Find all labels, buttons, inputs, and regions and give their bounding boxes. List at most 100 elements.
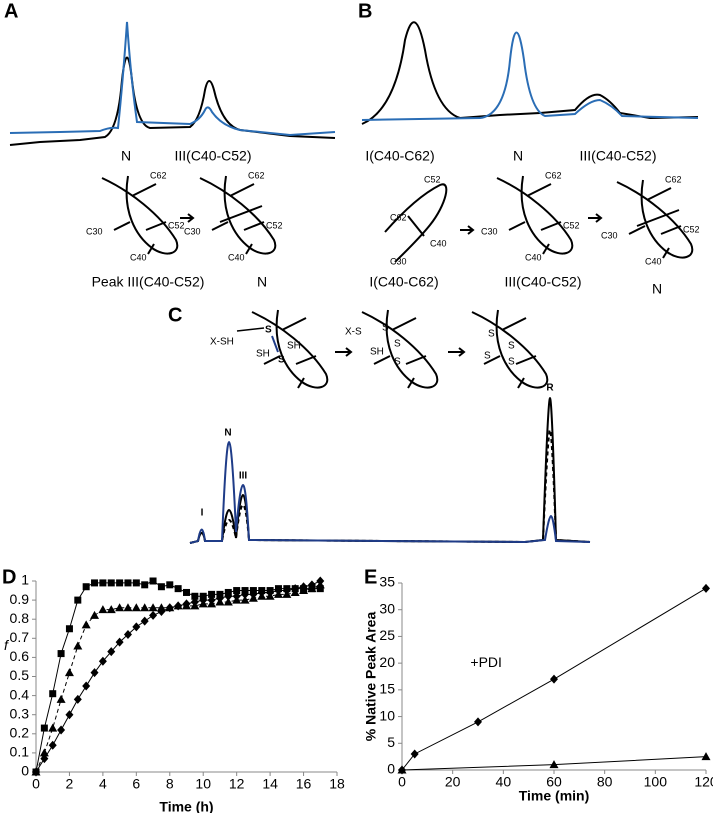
y-tick-label: 15 [379, 681, 395, 697]
marker [64, 668, 74, 677]
marker [701, 752, 711, 761]
trace [189, 440, 591, 544]
schematic-label: SH [256, 349, 270, 360]
marker [190, 597, 199, 607]
arrow [236, 327, 265, 332]
marker [90, 668, 99, 678]
cys-label: C30 [481, 226, 498, 236]
marker [165, 603, 174, 613]
marker [107, 647, 116, 657]
marker [397, 765, 407, 774]
schematic-label: SH [370, 347, 384, 358]
marker [91, 579, 99, 587]
arrow [180, 213, 195, 223]
marker [116, 579, 124, 587]
bond [407, 215, 425, 237]
marker [40, 724, 48, 732]
peak-label: I [201, 508, 204, 519]
peak-label: N [513, 148, 523, 164]
arrow [460, 225, 475, 235]
y-tick-label: 10 [379, 707, 395, 723]
marker [49, 690, 57, 698]
marker [99, 579, 107, 587]
disulfide-diagram [496, 175, 574, 255]
cys-label: C30 [390, 256, 407, 266]
marker [106, 605, 116, 614]
marker [223, 597, 233, 606]
marker [140, 616, 149, 626]
marker [149, 610, 158, 620]
x-tick-label: 120 [694, 774, 713, 790]
y-tick-label: 0.1 [10, 744, 30, 760]
cys-label: C52 [168, 220, 185, 230]
marker [65, 625, 73, 633]
y-tick-label: 0.8 [10, 610, 30, 626]
trace [189, 396, 591, 544]
cys-label: C30 [601, 230, 618, 240]
schematic-label: SH [287, 341, 301, 352]
marker [266, 587, 275, 597]
schematic-label: X-SH [210, 337, 234, 348]
y-tick-label: 20 [379, 654, 395, 670]
arrow [335, 347, 353, 357]
peak-label: N [121, 148, 131, 164]
x-axis-title: Time (h) [159, 799, 213, 813]
marker [207, 595, 216, 605]
trace [361, 21, 699, 125]
marker [123, 603, 133, 612]
marker [274, 586, 283, 596]
bond [271, 335, 279, 353]
marker [57, 725, 66, 735]
marker [74, 596, 82, 604]
cys-label: C40 [228, 252, 245, 262]
y-tick-label: 35 [379, 574, 395, 590]
cys-label: C40 [645, 256, 662, 266]
marker [73, 641, 83, 650]
trace [361, 31, 699, 121]
marker [257, 587, 266, 597]
marker [48, 723, 58, 732]
x-tick-label: 4 [99, 776, 107, 792]
marker [141, 581, 149, 589]
marker [240, 595, 250, 604]
cys-label: C62 [150, 170, 167, 180]
marker [550, 674, 558, 684]
marker [307, 580, 316, 590]
cys-label: C62 [390, 212, 407, 222]
marker [98, 605, 108, 614]
x-tick-label: 60 [546, 774, 562, 790]
peak-label: I(C40-C62) [365, 148, 434, 164]
marker [140, 603, 150, 612]
marker [316, 576, 325, 586]
marker [224, 591, 233, 601]
caption: I(C40-C62) [369, 274, 438, 290]
marker [157, 607, 166, 617]
x-axis-title: Time (min) [519, 788, 590, 804]
marker [183, 588, 190, 596]
x-tick-label: 6 [132, 776, 140, 792]
marker [702, 583, 710, 593]
marker [474, 717, 482, 727]
schematic-label: S [265, 325, 272, 336]
marker [81, 620, 91, 629]
panel-label: C [168, 304, 182, 326]
cys-label: C30 [86, 226, 103, 236]
marker [291, 584, 300, 594]
panel-label: E [364, 566, 377, 588]
marker [410, 749, 419, 759]
series-line [35, 584, 321, 773]
x-tick-label: 2 [66, 776, 74, 792]
schematic-label: S [394, 357, 401, 368]
cys-label: C52 [563, 220, 580, 230]
marker [56, 694, 66, 703]
x-tick-label: 0 [32, 776, 40, 792]
trace [9, 21, 336, 137]
panel-label: D [2, 566, 16, 588]
marker [148, 603, 158, 612]
peak-label: III(C40-C52) [579, 148, 656, 164]
marker [131, 603, 141, 612]
marker [57, 650, 65, 658]
schematic-label: S [382, 323, 389, 334]
marker [32, 767, 40, 777]
